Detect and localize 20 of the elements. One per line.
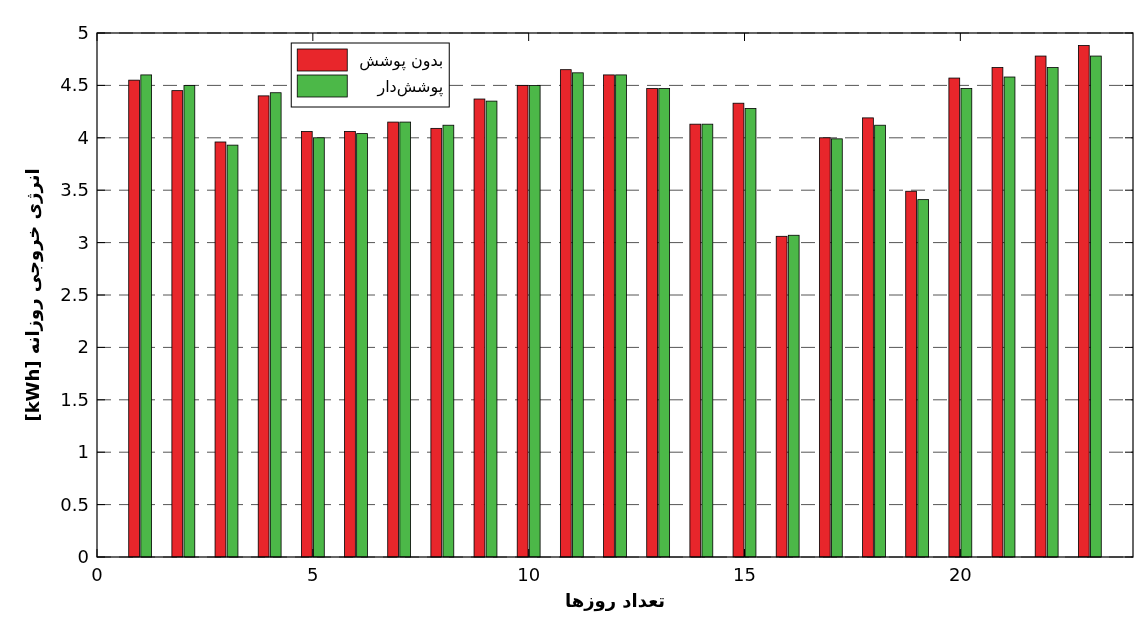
y-tick-label: 0	[77, 546, 89, 567]
x-axis-title: تعداد روزها	[564, 590, 666, 612]
legend-label: پوشش‌دار	[376, 77, 444, 97]
x-tick-label: 20	[948, 564, 972, 585]
y-tick-label: 4.5	[60, 74, 89, 96]
y-tick-label: 0.5	[60, 493, 89, 515]
y-tick-label: 5	[77, 22, 89, 43]
y-tick-label: 1	[77, 441, 89, 463]
x-tick-label: 0	[91, 564, 103, 585]
y-tick-label: 1.5	[60, 388, 89, 410]
legend-label: بدون پوشش	[359, 51, 444, 71]
y-tick-label: 3	[77, 231, 89, 253]
y-tick-label: 2	[77, 336, 89, 358]
y-tick-label: 4	[77, 126, 89, 148]
x-tick-label: 15	[733, 564, 756, 585]
y-tick-label: 2.5	[60, 284, 89, 305]
x-tick-label: 10	[517, 564, 541, 585]
y-axis-title: انرژی خروجی روزانه [kWh]	[22, 168, 44, 422]
x-tick-label: 5	[307, 564, 319, 585]
y-tick-label: 3.5	[60, 179, 89, 201]
